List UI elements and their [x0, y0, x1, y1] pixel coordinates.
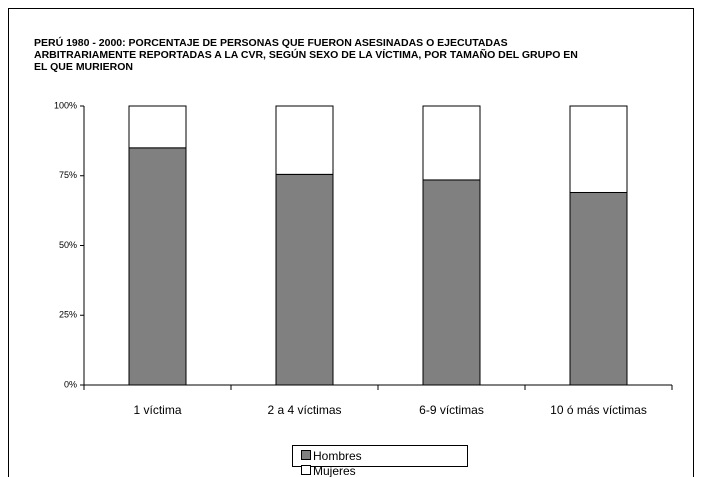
y-tick-label: 100% [54, 100, 77, 110]
bar-segment [569, 105, 628, 193]
legend-label: Mujeres [313, 464, 356, 477]
legend: Hombres Mujeres [292, 445, 468, 477]
bar-segment [422, 179, 481, 386]
x-tick-label: 2 a 4 víctimas [267, 403, 341, 417]
bar-segment [275, 105, 334, 175]
legend-swatch [301, 465, 311, 475]
chart-title: PERÚ 1980 - 2000: PORCENTAJE DE PERSONAS… [34, 37, 578, 73]
x-tick-label: 10 ó más víctimas [550, 403, 647, 417]
y-tick-label: 0% [64, 379, 77, 389]
legend-item: Mujeres [301, 464, 356, 477]
bar-segment [569, 191, 628, 386]
y-tick-label: 75% [59, 170, 77, 180]
legend-items: Hombres Mujeres [301, 449, 431, 477]
legend-item: Hombres [301, 449, 362, 463]
y-tick-label: 50% [59, 240, 77, 250]
bar-segment [128, 147, 187, 386]
x-tick-label: 6-9 víctimas [419, 403, 484, 417]
bar-segment [275, 173, 334, 386]
bar-segment [422, 105, 481, 181]
chart-frame [8, 8, 694, 477]
x-tick-label: 1 víctima [133, 403, 181, 417]
legend-label: Hombres [313, 449, 362, 463]
y-tick-label: 25% [59, 310, 77, 320]
bar-segment [128, 105, 187, 149]
legend-swatch [301, 450, 311, 460]
